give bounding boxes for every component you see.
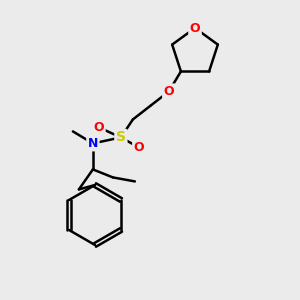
Text: O: O	[94, 121, 104, 134]
Text: S: S	[116, 130, 126, 144]
Text: O: O	[164, 85, 174, 98]
Text: O: O	[134, 141, 144, 154]
Text: N: N	[88, 137, 98, 150]
Text: O: O	[190, 22, 200, 34]
